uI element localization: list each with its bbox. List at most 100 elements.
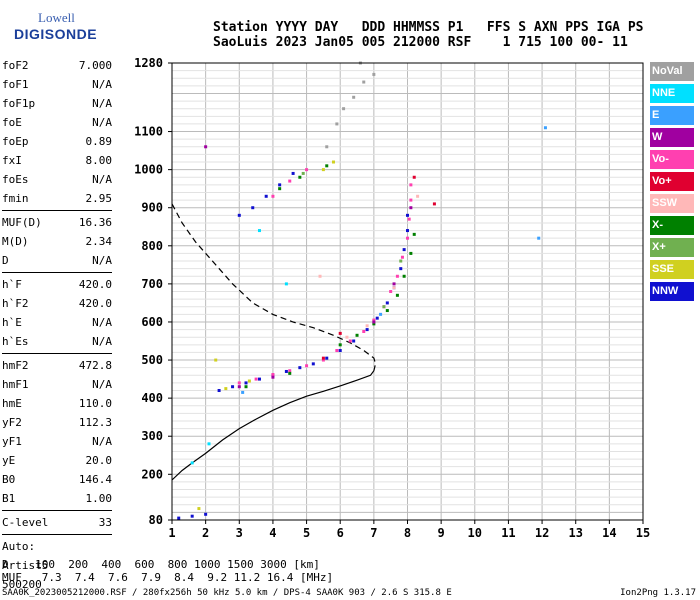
logo-line2: DIGISONDE: [14, 26, 98, 42]
echo-point: [372, 318, 376, 322]
echo-point: [395, 293, 399, 297]
echo-point: [318, 274, 322, 278]
echo-point: [537, 236, 541, 240]
x-tick-label: 7: [370, 526, 377, 540]
param-row: h`E N/A: [2, 313, 112, 332]
param-value: 7.000: [78, 59, 112, 72]
param-key: foEp: [2, 135, 29, 148]
echo-point: [407, 217, 411, 221]
echo-point: [325, 164, 329, 168]
echo-point: [244, 381, 248, 385]
param-key: foF1: [2, 78, 29, 91]
echo-point: [345, 335, 349, 339]
echo-point: [237, 385, 241, 389]
echo-point: [432, 202, 436, 206]
param-row: hmF2 472.8: [2, 356, 112, 375]
param-separator: [2, 534, 112, 535]
station-header: Station YYYY DAY DDD HHMMSS P1 FFS S AXN…: [213, 20, 643, 50]
echo-point: [264, 194, 268, 198]
param-key: fxI: [2, 154, 22, 167]
param-row: foF1p N/A: [2, 94, 112, 113]
echo-point: [335, 349, 339, 353]
x-tick-label: 11: [501, 526, 515, 540]
x-tick-label: 14: [602, 526, 616, 540]
param-key: Auto:: [2, 540, 36, 553]
logo-line1: Lowell: [38, 10, 75, 25]
param-key: hmE: [2, 397, 22, 410]
echo-point: [409, 198, 413, 202]
param-value: 20.0: [85, 454, 113, 467]
echo-point: [338, 331, 342, 335]
echo-point: [204, 145, 208, 149]
muf-value-row: MUF 7.3 7.4 7.6 7.9 8.4 9.2 11.2 16.4 [M…: [2, 571, 334, 584]
param-value: N/A: [92, 378, 112, 391]
param-key: yF1: [2, 435, 22, 448]
param-row: fxI 8.00: [2, 151, 112, 170]
param-value: N/A: [92, 316, 112, 329]
param-row: 500200: [2, 575, 112, 594]
echo-point: [406, 236, 409, 240]
param-row: Artist5: [2, 556, 112, 575]
legend-item: Vo-: [650, 150, 694, 169]
param-separator: [2, 353, 112, 354]
echo-point: [372, 72, 376, 76]
param-row: hmF1 N/A: [2, 375, 112, 394]
echo-point: [190, 461, 194, 465]
x-tick-label: 6: [337, 526, 344, 540]
echo-point: [372, 320, 376, 324]
param-value: 420.0: [78, 297, 112, 310]
echo-point: [288, 369, 292, 373]
param-value: 16.36: [78, 216, 112, 229]
echo-point: [348, 339, 352, 343]
echo-point: [257, 377, 261, 381]
echo-point: [254, 377, 258, 381]
echo-point: [372, 322, 376, 326]
header-line2: SaoLuis 2023 Jan05 005 212000 RSF 1 715 …: [213, 35, 628, 50]
param-value: 110.0: [78, 397, 112, 410]
param-row: hmE 110.0: [2, 394, 112, 413]
echo-point: [217, 389, 221, 393]
param-value: N/A: [92, 78, 112, 91]
param-key: h`Es: [2, 335, 29, 348]
param-key: foEs: [2, 173, 29, 186]
echo-point: [284, 282, 288, 286]
param-key: foE: [2, 116, 22, 129]
legend-item: X-: [650, 216, 694, 235]
echo-point: [291, 171, 295, 175]
echo-point: [207, 442, 211, 446]
echo-point: [379, 312, 383, 316]
echo-point: [251, 206, 255, 210]
digisonde-logo: Lowell DIGISONDE: [4, 8, 124, 48]
echo-point: [237, 213, 241, 217]
x-tick-label: 4: [269, 526, 276, 540]
param-row: B1 1.00: [2, 489, 112, 508]
echo-point: [402, 274, 406, 278]
legend-item: SSE: [650, 260, 694, 279]
legend-item: NNE: [650, 84, 694, 103]
param-key: D: [2, 254, 9, 267]
echo-point: [335, 122, 339, 126]
echo-point: [321, 356, 325, 360]
param-row: yF2 112.3: [2, 413, 112, 432]
param-key: 500200: [2, 578, 42, 591]
param-value: 2.34: [85, 235, 113, 248]
x-tick-label: 10: [468, 526, 482, 540]
y-tick-label: 200: [141, 467, 163, 481]
param-row: Auto:: [2, 537, 112, 556]
param-key: foF1p: [2, 97, 36, 110]
y-tick-label: 900: [141, 201, 163, 215]
param-row: yE 20.0: [2, 451, 112, 470]
param-key: h`F: [2, 278, 22, 291]
polarization-legend: NoVal NNE E W Vo- Vo+ SSW X- X+ SSE NNW: [650, 62, 694, 304]
param-row: foEp 0.89: [2, 132, 112, 151]
echo-point: [406, 213, 409, 217]
echo-point: [375, 316, 379, 320]
echo-point: [399, 267, 403, 271]
echo-point: [305, 364, 309, 368]
echo-point: [342, 107, 346, 111]
x-tick-label: 1: [168, 526, 175, 540]
echo-point: [271, 194, 275, 198]
param-key: M(D): [2, 235, 29, 248]
y-tick-label: 1100: [134, 125, 163, 139]
param-row: M(D) 2.34: [2, 232, 112, 251]
